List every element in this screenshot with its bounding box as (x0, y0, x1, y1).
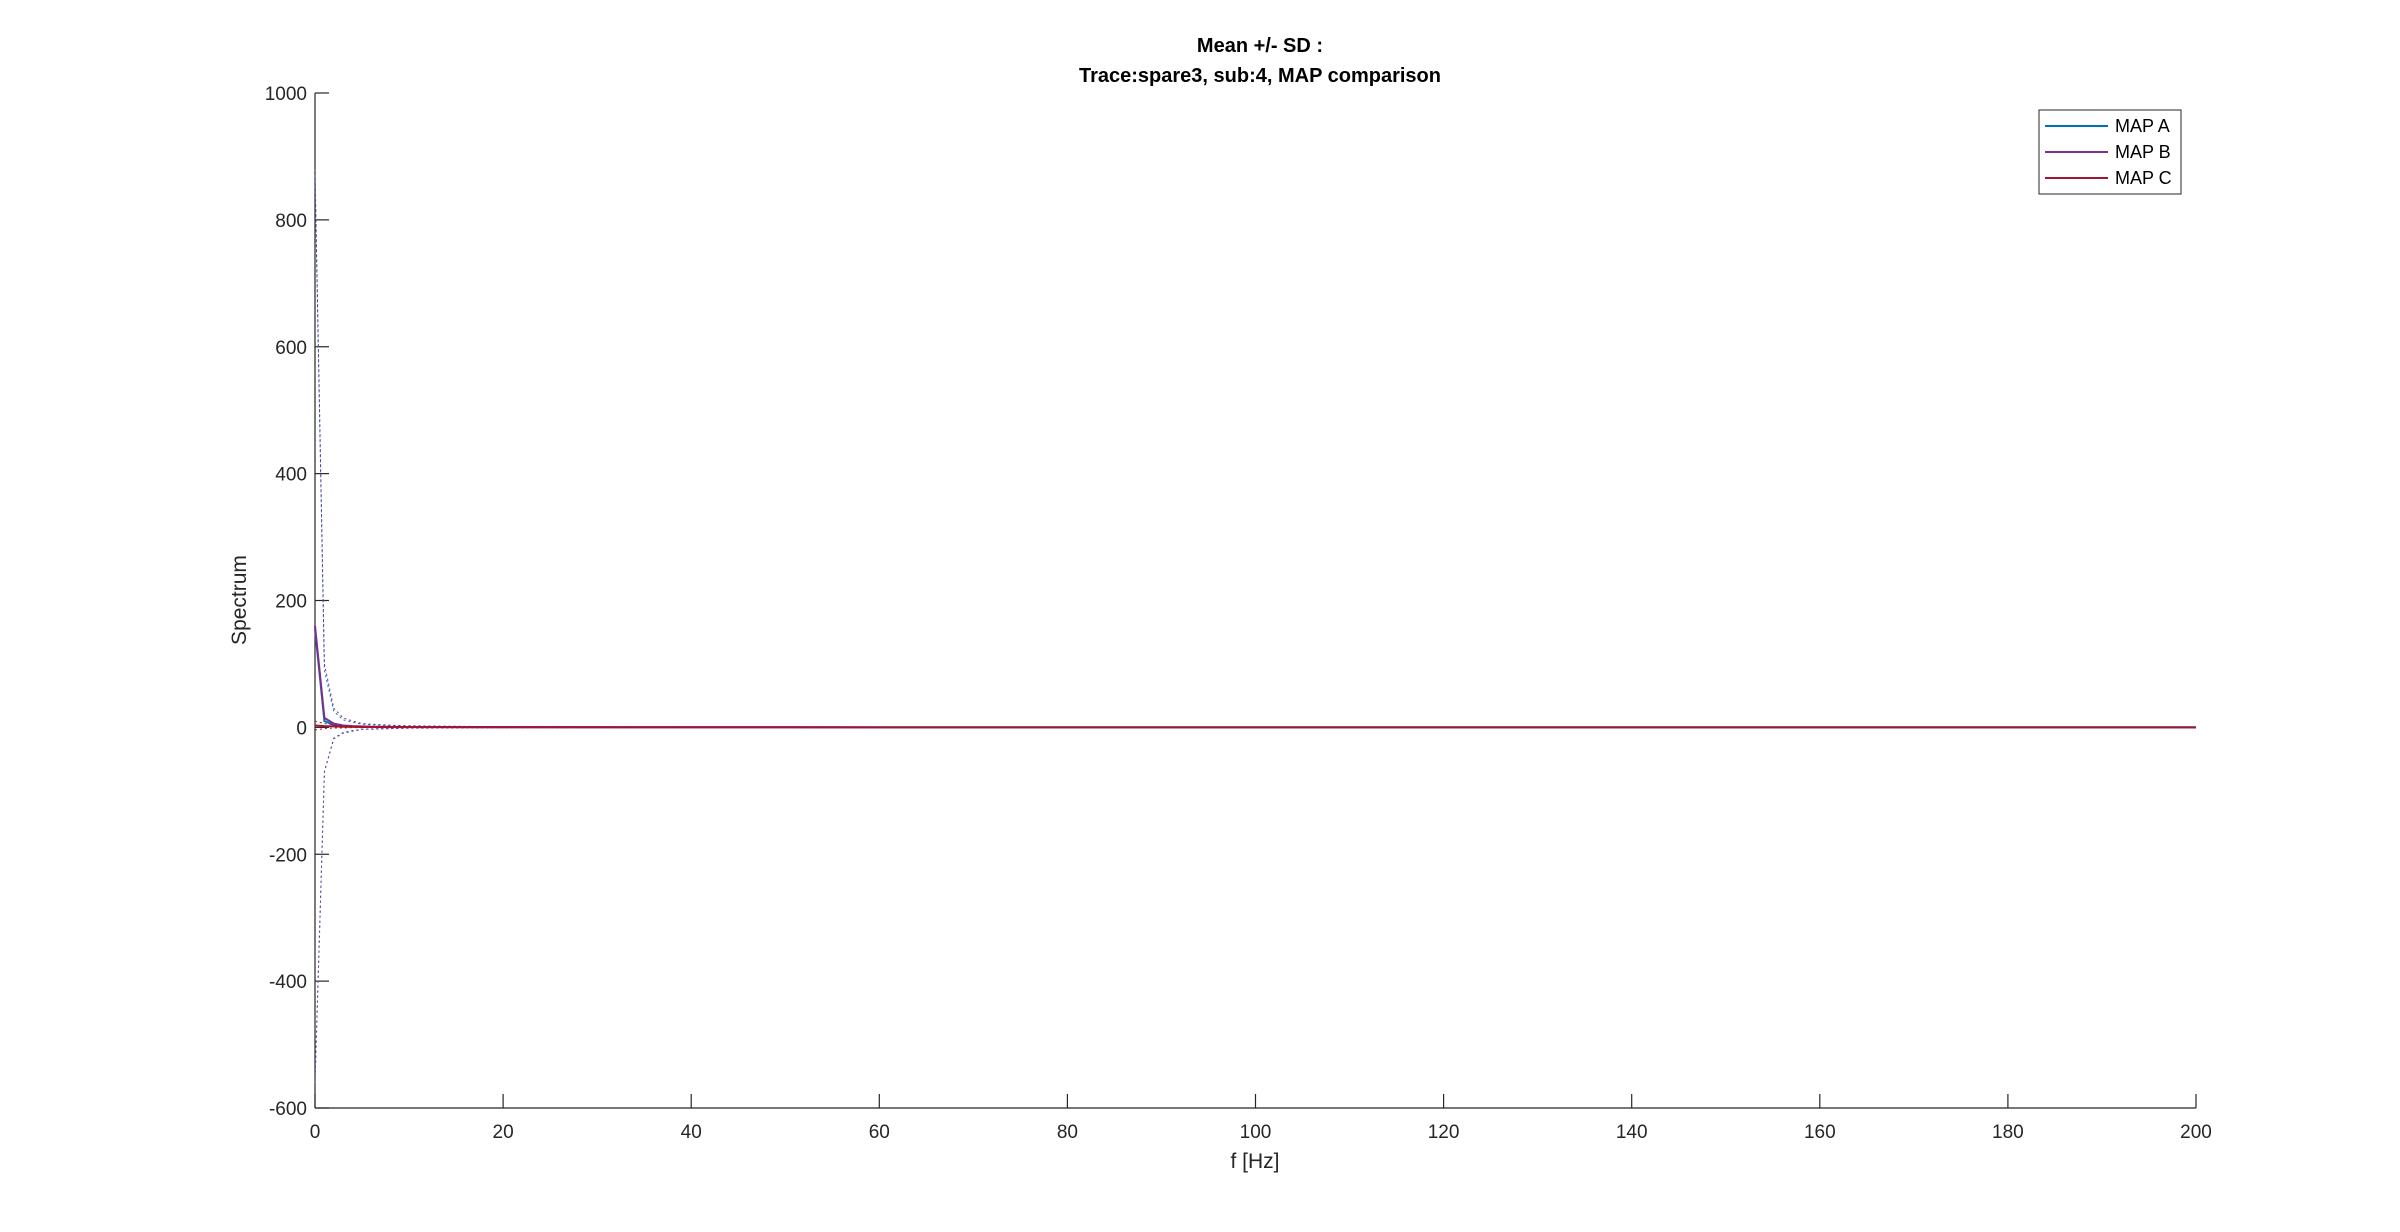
x-tick-label: 80 (1057, 1122, 1078, 1143)
map-b-lower-sd-line (314, 726, 2197, 1083)
chart-title-line2: Trace:spare3, sub:4, MAP comparison (1079, 65, 1441, 87)
y-tick-label: -200 (269, 845, 307, 866)
x-tick-label: 20 (493, 1122, 514, 1143)
map-c-mean-line (314, 724, 2197, 729)
y-ticks: -600 -400 -200 0 200 400 600 800 1000 (265, 84, 329, 1120)
map-a-mean-line (314, 628, 2197, 729)
y-tick-label: 800 (275, 211, 307, 232)
x-tick-label: 200 (2180, 1122, 2212, 1143)
legend[interactable]: MAP A MAP B MAP C (2038, 109, 2182, 195)
y-tick-label: -600 (269, 1099, 307, 1120)
y-tick-label: 400 (275, 465, 307, 486)
legend-label: MAP B (2115, 142, 2171, 162)
y-tick-label: 1000 (265, 84, 307, 105)
x-tick-label: 0 (310, 1122, 321, 1143)
map-a-lower-sd-line (314, 726, 2197, 1083)
chart-title-line1: Mean +/- SD : (1197, 35, 1323, 57)
legend-label: MAP A (2115, 116, 2170, 136)
x-tick-label: 40 (681, 1122, 702, 1143)
plot-area (314, 169, 2197, 1083)
x-axis-label: f [Hz] (1230, 1150, 1279, 1173)
map-b-mean-line (314, 625, 2197, 729)
y-tick-label: 0 (296, 718, 307, 739)
x-tick-label: 180 (1992, 1122, 2024, 1143)
x-tick-label: 100 (1240, 1122, 1272, 1143)
legend-label: MAP C (2115, 168, 2172, 188)
x-tick-label: 160 (1804, 1122, 1836, 1143)
x-tick-label: 60 (869, 1122, 890, 1143)
map-a-upper-sd-line (314, 175, 2197, 728)
y-tick-label: -400 (269, 972, 307, 993)
y-tick-label: 200 (275, 592, 307, 613)
y-axis-label: Spectrum (228, 555, 251, 645)
x-tick-label: 120 (1428, 1122, 1460, 1143)
map-b-upper-sd-line (314, 169, 2197, 728)
y-tick-label: 600 (275, 338, 307, 359)
axes (314, 93, 2196, 1109)
x-ticks: 0 20 40 60 80 100 120 140 160 180 200 (310, 1094, 2212, 1143)
x-tick-label: 140 (1616, 1122, 1648, 1143)
